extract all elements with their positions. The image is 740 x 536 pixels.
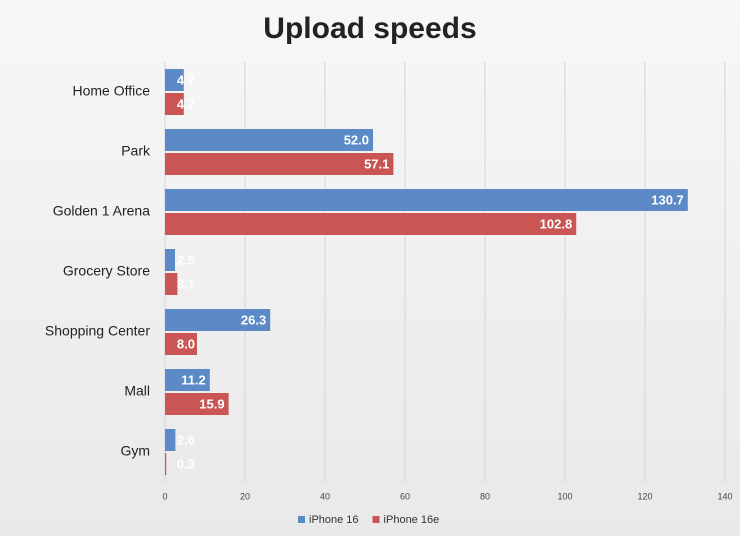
bar xyxy=(165,369,210,391)
x-tick-label: 120 xyxy=(637,491,652,501)
value-label: 57.1 xyxy=(364,156,389,171)
bar xyxy=(165,249,175,271)
value-label: 2.5 xyxy=(177,252,195,267)
y-tick-label: Golden 1 Arena xyxy=(53,203,151,219)
value-label: 15.9 xyxy=(199,396,224,411)
y-tick-label: Shopping Center xyxy=(45,323,150,339)
y-tick-label: Mall xyxy=(124,383,150,399)
value-label: 52.0 xyxy=(344,132,369,147)
y-tick-label: Home Office xyxy=(72,83,150,99)
bar xyxy=(165,129,373,151)
legend-swatch xyxy=(372,516,380,523)
bar xyxy=(165,213,577,235)
legend-swatch xyxy=(298,516,305,523)
value-label: 130.7 xyxy=(651,192,684,207)
value-label: 102.8 xyxy=(540,216,573,231)
bar xyxy=(165,153,394,175)
x-tick-label: 100 xyxy=(557,491,572,501)
value-label: 0.3 xyxy=(177,456,195,471)
y-tick-label: Park xyxy=(121,143,151,159)
bar xyxy=(165,273,178,295)
value-label: 8.0 xyxy=(177,336,195,351)
value-label: 4.7 xyxy=(177,96,195,111)
bar xyxy=(165,93,184,115)
x-tick-label: 20 xyxy=(240,491,250,501)
chart-title: Upload speeds xyxy=(263,12,476,45)
x-tick-label: 40 xyxy=(320,491,330,501)
value-label: 2.6 xyxy=(177,432,195,447)
value-label: 4.7 xyxy=(177,72,195,87)
value-label: 11.2 xyxy=(181,372,206,387)
legend-label: iPhone 16 xyxy=(309,514,359,526)
value-label: 26.3 xyxy=(241,312,266,327)
x-tick-label: 80 xyxy=(480,491,490,501)
bar xyxy=(165,393,229,415)
x-tick-label: 0 xyxy=(162,491,167,501)
bar xyxy=(165,429,176,451)
y-tick-label: Gym xyxy=(120,443,150,459)
y-tick-label: Grocery Store xyxy=(63,263,150,279)
x-tick-label: 60 xyxy=(400,491,410,501)
bar xyxy=(165,333,197,355)
bar xyxy=(165,189,688,211)
value-label: 3.1 xyxy=(177,276,195,291)
x-tick-label: 140 xyxy=(717,491,732,501)
bar xyxy=(165,69,184,91)
legend-label: iPhone 16e xyxy=(384,514,440,526)
bar xyxy=(165,309,271,331)
bar xyxy=(165,453,167,475)
